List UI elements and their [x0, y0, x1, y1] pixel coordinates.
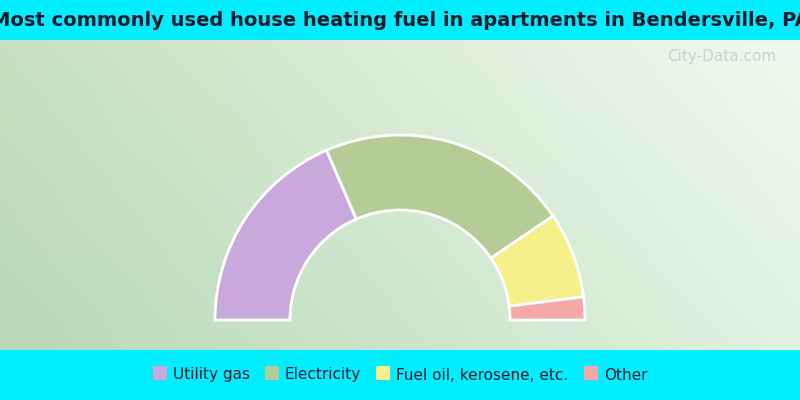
Text: Most commonly used house heating fuel in apartments in Bendersville, PA: Most commonly used house heating fuel in…: [0, 10, 800, 30]
Wedge shape: [326, 135, 553, 258]
Legend: Utility gas, Electricity, Fuel oil, kerosene, etc., Other: Utility gas, Electricity, Fuel oil, kero…: [153, 368, 647, 382]
Text: City-Data.com: City-Data.com: [666, 49, 776, 64]
Wedge shape: [215, 150, 356, 320]
Wedge shape: [509, 297, 585, 320]
Wedge shape: [491, 216, 583, 306]
